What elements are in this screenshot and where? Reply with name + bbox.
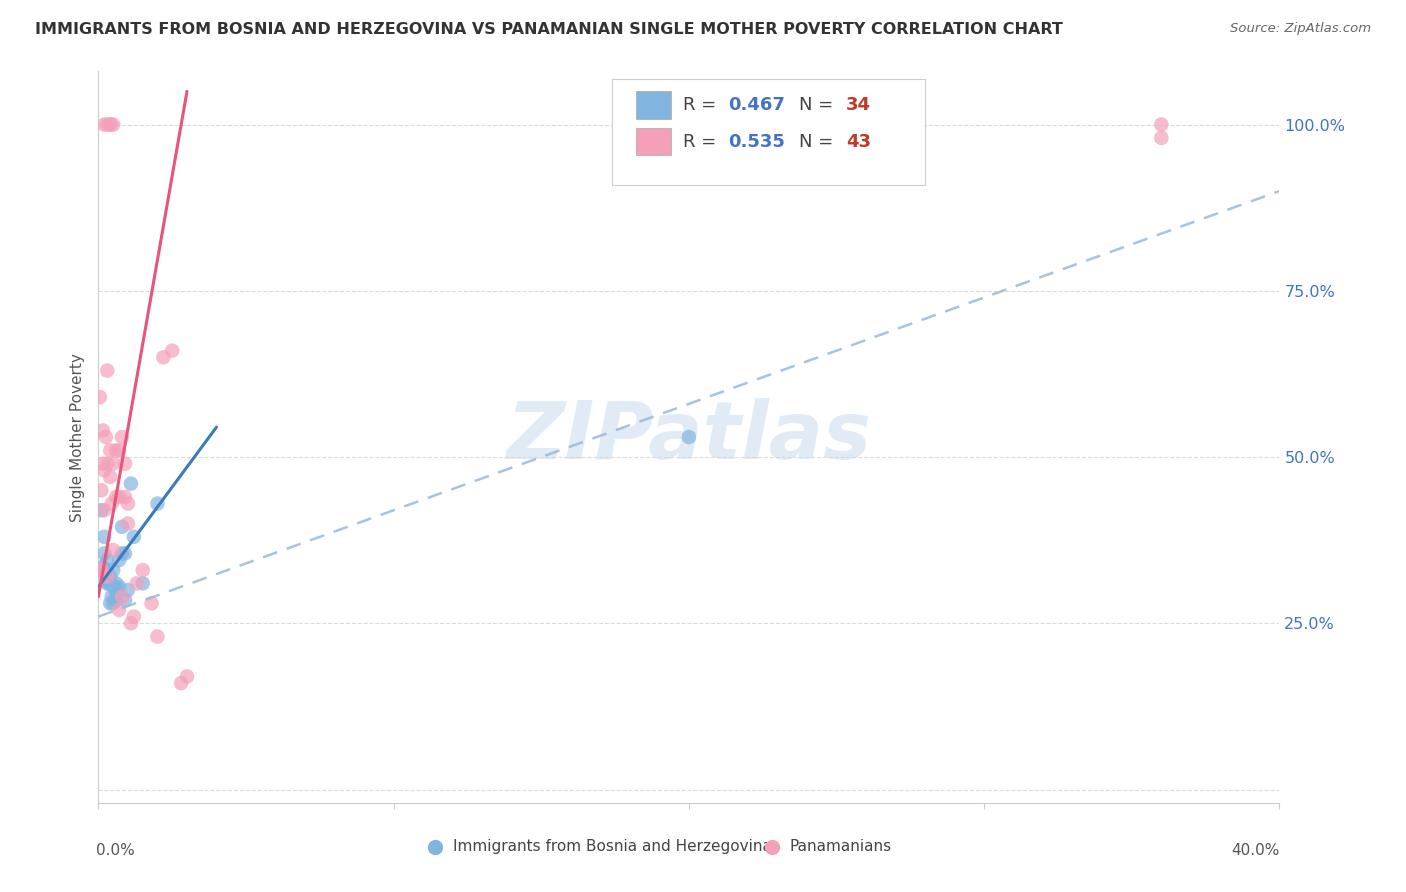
Point — [91, 424, 114, 438]
FancyBboxPatch shape — [612, 78, 925, 185]
Point — [103, 457, 125, 471]
Point — [162, 343, 183, 358]
Point — [176, 669, 198, 683]
Point — [1150, 131, 1173, 145]
Point — [94, 573, 117, 587]
Text: N =: N = — [799, 133, 839, 151]
Point — [146, 497, 169, 511]
Point — [89, 563, 111, 577]
Point — [111, 590, 134, 604]
Point — [93, 546, 115, 560]
Point — [114, 546, 136, 560]
Point — [98, 118, 121, 132]
Point — [122, 530, 145, 544]
Point — [117, 582, 139, 597]
Text: R =: R = — [683, 133, 723, 151]
Point — [103, 580, 125, 594]
Point — [111, 546, 134, 560]
Point — [98, 470, 121, 484]
Point — [108, 553, 131, 567]
Text: 0.467: 0.467 — [728, 96, 785, 114]
Text: 43: 43 — [846, 133, 872, 151]
Text: 34: 34 — [846, 96, 872, 114]
Point — [93, 503, 115, 517]
Point — [96, 570, 118, 584]
Point — [93, 530, 115, 544]
Text: Panamanians: Panamanians — [789, 839, 891, 855]
Point — [141, 596, 163, 610]
Point — [105, 586, 128, 600]
Point — [146, 630, 169, 644]
Point — [111, 430, 134, 444]
Point — [103, 563, 125, 577]
Point — [89, 563, 111, 577]
Text: Source: ZipAtlas.com: Source: ZipAtlas.com — [1230, 22, 1371, 36]
Point — [132, 576, 155, 591]
Point — [96, 118, 118, 132]
Point — [98, 118, 121, 132]
Point — [93, 118, 115, 132]
Point — [100, 590, 122, 604]
Point — [1150, 118, 1173, 132]
Point — [105, 593, 128, 607]
Point — [89, 390, 111, 404]
Text: 0.535: 0.535 — [728, 133, 785, 151]
Point — [108, 580, 131, 594]
Point — [98, 443, 121, 458]
Text: IMMIGRANTS FROM BOSNIA AND HERZEGOVINA VS PANAMANIAN SINGLE MOTHER POVERTY CORRE: IMMIGRANTS FROM BOSNIA AND HERZEGOVINA V… — [35, 22, 1063, 37]
FancyBboxPatch shape — [636, 91, 671, 119]
Point — [103, 543, 125, 558]
Text: Immigrants from Bosnia and Herzegovina: Immigrants from Bosnia and Herzegovina — [453, 839, 772, 855]
Point — [104, 580, 127, 594]
Point — [90, 483, 112, 498]
Text: N =: N = — [799, 96, 839, 114]
Point — [114, 457, 136, 471]
Point — [100, 497, 122, 511]
Point — [103, 596, 125, 610]
Point — [170, 676, 193, 690]
Point — [120, 616, 142, 631]
Point — [93, 463, 115, 477]
Point — [117, 516, 139, 531]
Point — [94, 430, 117, 444]
Point — [108, 603, 131, 617]
Point — [111, 520, 134, 534]
Point — [93, 563, 115, 577]
Text: 40.0%: 40.0% — [1232, 843, 1279, 858]
Point — [96, 457, 118, 471]
Text: 0.0%: 0.0% — [96, 843, 135, 858]
Point — [105, 490, 128, 504]
FancyBboxPatch shape — [636, 128, 671, 155]
Point — [108, 490, 131, 504]
Point — [90, 563, 112, 577]
Point — [98, 570, 121, 584]
Point — [96, 363, 118, 377]
Point — [132, 563, 155, 577]
Point — [91, 559, 114, 574]
Point — [105, 576, 128, 591]
Point — [678, 430, 700, 444]
Point — [125, 576, 148, 591]
Point — [96, 553, 118, 567]
Point — [103, 118, 125, 132]
Point — [120, 476, 142, 491]
Point — [96, 576, 118, 591]
Point — [98, 596, 121, 610]
Point — [97, 576, 120, 591]
Point — [117, 497, 139, 511]
Point — [90, 503, 112, 517]
Point — [108, 443, 131, 458]
Y-axis label: Single Mother Poverty: Single Mother Poverty — [69, 352, 84, 522]
Text: R =: R = — [683, 96, 723, 114]
Point — [98, 576, 121, 591]
Point — [91, 457, 114, 471]
Point — [152, 351, 174, 365]
Point — [96, 563, 118, 577]
Text: ZIPatlas: ZIPatlas — [506, 398, 872, 476]
Point — [105, 443, 128, 458]
Point — [114, 490, 136, 504]
Point — [114, 593, 136, 607]
Point — [122, 609, 145, 624]
